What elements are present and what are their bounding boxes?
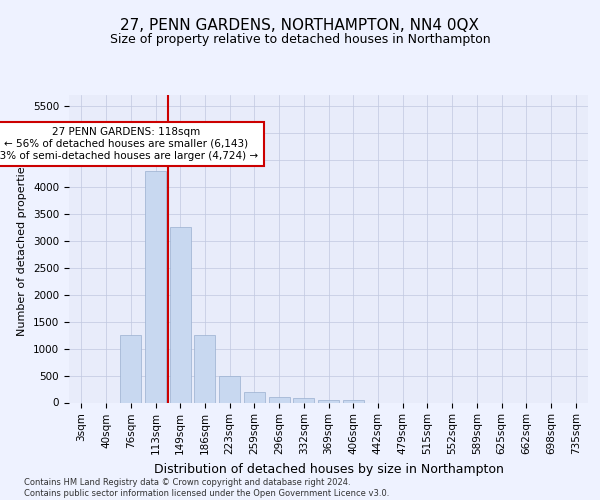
Text: 27, PENN GARDENS, NORTHAMPTON, NN4 0QX: 27, PENN GARDENS, NORTHAMPTON, NN4 0QX (121, 18, 479, 32)
Bar (343, 400, 364, 402)
Bar (318, 400, 339, 402)
Bar (219, 376, 240, 402)
X-axis label: Distribution of detached houses by size in Northampton: Distribution of detached houses by size … (154, 462, 503, 475)
Text: Contains HM Land Registry data © Crown copyright and database right 2024.
Contai: Contains HM Land Registry data © Crown c… (24, 478, 389, 498)
Text: 27 PENN GARDENS: 118sqm
← 56% of detached houses are smaller (6,143)
43% of semi: 27 PENN GARDENS: 118sqm ← 56% of detache… (0, 128, 259, 160)
Bar (269, 397, 290, 402)
Y-axis label: Number of detached properties: Number of detached properties (17, 161, 28, 336)
Bar (170, 227, 191, 402)
Bar (145, 170, 166, 402)
Bar (293, 398, 314, 402)
Bar (194, 335, 215, 402)
Bar (244, 392, 265, 402)
Bar (120, 335, 141, 402)
Text: Size of property relative to detached houses in Northampton: Size of property relative to detached ho… (110, 32, 490, 46)
